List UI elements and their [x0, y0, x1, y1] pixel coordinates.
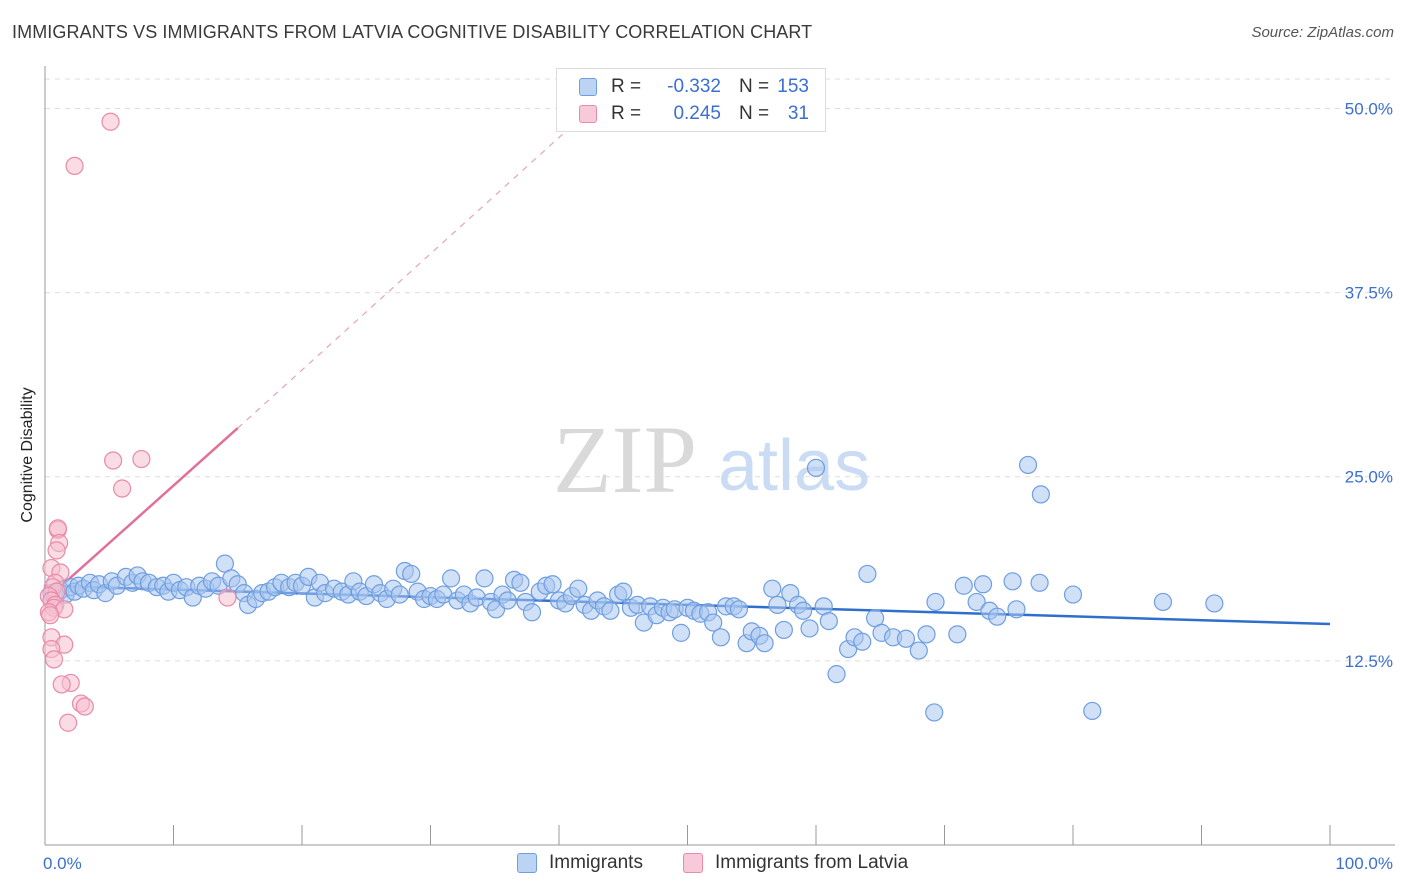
point-immigrants	[1030, 573, 1049, 592]
legend-row-latvia: R = 0.245 N = 31	[579, 101, 809, 127]
y-tick-label: 37.5%	[1345, 284, 1393, 303]
point-immigrants	[543, 575, 562, 594]
point-immigrants	[853, 632, 872, 651]
swatch-blue	[517, 853, 537, 873]
point-latvia	[112, 479, 132, 498]
point-immigrants	[1018, 455, 1038, 475]
point-immigrants	[498, 591, 517, 610]
point-immigrants	[441, 569, 461, 588]
point-immigrants	[601, 601, 620, 620]
point-immigrants	[926, 592, 945, 612]
legend-item-latvia[interactable]: Immigrants from Latvia	[683, 852, 908, 874]
point-immigrants	[402, 564, 421, 584]
point-immigrants	[763, 579, 782, 598]
r-value: 0.245	[673, 103, 721, 124]
legend-label: Immigrants from Latvia	[715, 852, 909, 873]
point-immigrants	[858, 564, 877, 584]
point-immigrants	[614, 582, 633, 601]
point-immigrants	[954, 576, 973, 595]
y-tick-label: 12.5%	[1345, 652, 1393, 671]
trend-line-latvia	[44, 427, 239, 602]
tick-labels: 12.5% 25.0% 37.5% 50.0% 0.0% 100.0%	[43, 99, 1393, 873]
point-immigrants	[1063, 585, 1083, 604]
point-immigrants	[729, 600, 749, 619]
point-immigrants	[917, 625, 936, 644]
r-value: -0.332	[667, 76, 721, 97]
point-immigrants	[827, 665, 846, 684]
swatch-pink	[683, 853, 703, 873]
point-immigrants	[569, 579, 588, 598]
r-label: R =	[611, 76, 642, 97]
n-value: 31	[787, 103, 809, 124]
point-latvia	[132, 449, 151, 469]
point-immigrants	[1007, 600, 1026, 619]
point-latvia	[101, 112, 120, 131]
point-immigrants	[819, 611, 838, 631]
point-latvia	[75, 697, 94, 716]
point-immigrants	[475, 569, 494, 588]
point-immigrants	[896, 629, 916, 648]
trend-line-latvia-extension	[237, 108, 592, 429]
point-immigrants	[806, 458, 826, 477]
point-immigrants	[522, 603, 542, 622]
legend-label: Immigrants	[549, 852, 643, 873]
y-axis-label: Cognitive Disability	[19, 387, 36, 523]
point-latvia	[44, 650, 64, 669]
x-tick-label: 100.0%	[1335, 854, 1393, 873]
point-immigrants	[511, 573, 530, 592]
point-immigrants	[390, 585, 409, 604]
grid-lines	[45, 78, 1395, 662]
source-label: Source: ZipAtlas.com	[1251, 24, 1394, 41]
point-latvia	[41, 606, 60, 625]
axes	[44, 66, 1395, 846]
point-latvia	[218, 588, 237, 607]
n-label: N =	[739, 103, 770, 124]
point-immigrants	[794, 601, 813, 620]
point-immigrants	[774, 620, 793, 640]
point-immigrants	[671, 623, 691, 642]
point-immigrants	[988, 607, 1007, 626]
data-points	[39, 112, 1224, 732]
point-immigrants	[925, 703, 944, 722]
point-latvia	[65, 156, 84, 176]
point-immigrants	[800, 619, 819, 638]
point-immigrants	[1031, 485, 1050, 504]
point-immigrants	[948, 625, 967, 644]
point-immigrants	[1153, 592, 1173, 612]
n-label: N =	[739, 76, 770, 97]
chart-title: IMMIGRANTS VS IMMIGRANTS FROM LATVIA COG…	[12, 22, 813, 42]
x-tick-label: 0.0%	[43, 854, 82, 873]
point-immigrants	[1205, 594, 1224, 613]
point-latvia	[104, 451, 123, 470]
y-tick-label: 25.0%	[1345, 468, 1393, 487]
legend-item-immigrants[interactable]: Immigrants	[517, 852, 643, 874]
legend-row-immigrants: R = -0.332 N = 153	[579, 74, 809, 100]
watermark-atlas: atlas	[718, 426, 870, 506]
point-immigrants	[1083, 701, 1102, 721]
point-immigrants	[768, 595, 787, 614]
point-latvia	[47, 541, 66, 560]
point-immigrants	[967, 592, 986, 612]
y-tick-label: 50.0%	[1345, 99, 1393, 118]
trend-lines	[44, 108, 1331, 626]
swatch-pink	[579, 105, 597, 123]
correlation-legend: R = -0.332 N = 153 R = 0.245 N = 31	[556, 68, 826, 132]
point-immigrants	[711, 628, 731, 647]
point-latvia	[52, 675, 71, 694]
point-immigrants	[755, 634, 774, 653]
point-latvia	[59, 713, 78, 732]
r-label: R =	[611, 103, 642, 124]
point-immigrants	[973, 575, 993, 594]
watermark-zip: ZIP	[553, 406, 697, 513]
point-immigrants	[1003, 572, 1022, 591]
n-value: 153	[777, 76, 809, 97]
swatch-blue	[579, 78, 597, 96]
point-immigrants	[704, 613, 723, 632]
point-immigrants	[909, 641, 928, 660]
watermark: ZIP atlas	[553, 406, 870, 513]
series-legend: Immigrants Immigrants from Latvia	[0, 852, 1406, 878]
